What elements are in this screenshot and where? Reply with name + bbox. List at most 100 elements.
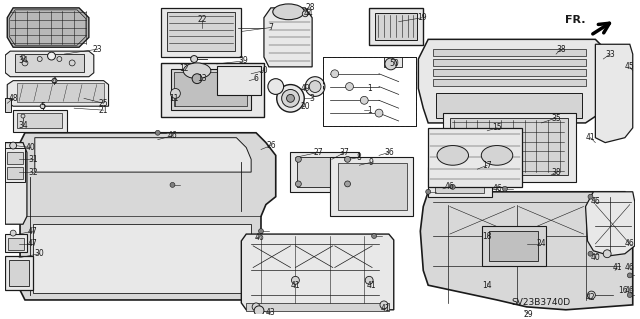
Text: 35: 35 <box>551 114 561 122</box>
Circle shape <box>588 194 593 199</box>
Polygon shape <box>20 133 276 300</box>
Text: 38: 38 <box>556 45 566 54</box>
Text: 8: 8 <box>357 153 362 162</box>
Circle shape <box>21 55 25 59</box>
Polygon shape <box>5 51 94 77</box>
Text: 45: 45 <box>625 63 635 71</box>
Circle shape <box>254 306 264 316</box>
Text: 25: 25 <box>99 99 108 108</box>
Bar <box>436 93 582 118</box>
Circle shape <box>331 70 339 78</box>
Text: 36: 36 <box>384 148 394 157</box>
Bar <box>17 113 62 128</box>
Polygon shape <box>7 8 89 47</box>
Polygon shape <box>420 192 633 310</box>
Polygon shape <box>7 81 109 106</box>
Polygon shape <box>241 234 394 310</box>
Text: 20: 20 <box>300 102 310 111</box>
Circle shape <box>305 77 325 96</box>
Circle shape <box>252 303 260 311</box>
Circle shape <box>40 104 45 109</box>
Bar <box>5 256 33 290</box>
Text: 1: 1 <box>367 84 372 93</box>
Text: 1: 1 <box>367 106 372 115</box>
Bar <box>161 8 241 57</box>
Circle shape <box>191 56 198 63</box>
Circle shape <box>309 81 321 93</box>
Text: 4: 4 <box>52 77 57 86</box>
Circle shape <box>57 56 62 62</box>
Text: 14: 14 <box>483 281 492 290</box>
Text: 15: 15 <box>492 123 502 132</box>
Bar <box>5 98 11 112</box>
Bar <box>166 12 236 51</box>
Text: 40: 40 <box>591 253 600 262</box>
Bar <box>7 167 23 179</box>
Circle shape <box>170 182 175 187</box>
Bar <box>330 157 413 216</box>
Text: 18: 18 <box>483 232 492 241</box>
Circle shape <box>365 276 373 284</box>
Circle shape <box>291 276 300 284</box>
Text: 40: 40 <box>26 143 36 152</box>
Bar <box>323 57 417 126</box>
Text: 32: 32 <box>28 167 38 177</box>
Bar <box>338 163 406 211</box>
Bar <box>489 231 538 261</box>
Circle shape <box>451 184 455 189</box>
Circle shape <box>604 250 611 258</box>
Bar <box>8 238 24 250</box>
Bar <box>175 72 247 106</box>
Circle shape <box>302 11 308 17</box>
Text: 44: 44 <box>303 9 313 18</box>
Circle shape <box>52 78 57 83</box>
Bar <box>433 59 586 66</box>
Circle shape <box>69 60 75 66</box>
Circle shape <box>282 90 300 107</box>
Bar <box>384 57 402 67</box>
Circle shape <box>588 251 593 256</box>
Text: 34: 34 <box>18 56 28 65</box>
Bar <box>369 8 423 45</box>
Text: 3: 3 <box>310 94 315 103</box>
Text: 6: 6 <box>253 74 259 83</box>
Bar <box>5 234 27 252</box>
Text: SV23B3740D: SV23B3740D <box>512 298 571 308</box>
Bar <box>217 66 261 95</box>
Text: 47: 47 <box>28 226 38 236</box>
Text: 22: 22 <box>197 15 207 24</box>
Bar <box>483 226 546 265</box>
Ellipse shape <box>437 145 468 165</box>
Bar <box>17 83 104 102</box>
Text: 30: 30 <box>35 249 45 258</box>
Circle shape <box>10 142 17 149</box>
Bar <box>375 13 417 40</box>
Bar <box>433 79 586 85</box>
Text: 10: 10 <box>258 66 268 75</box>
Text: 38: 38 <box>551 167 561 177</box>
Circle shape <box>10 230 16 236</box>
Circle shape <box>37 56 42 62</box>
Text: 46: 46 <box>625 286 635 295</box>
Bar <box>443 113 576 182</box>
Bar <box>7 152 23 164</box>
Bar <box>435 171 484 193</box>
Text: 9: 9 <box>369 158 374 167</box>
Bar <box>33 224 251 293</box>
Bar <box>15 54 84 72</box>
Bar <box>5 147 25 182</box>
Circle shape <box>296 181 301 187</box>
Circle shape <box>360 96 368 104</box>
Text: 46: 46 <box>625 239 635 249</box>
Text: 31: 31 <box>28 155 38 164</box>
Text: 27: 27 <box>313 148 323 157</box>
Circle shape <box>268 79 284 94</box>
Text: 42: 42 <box>586 293 595 301</box>
Text: 48: 48 <box>8 94 18 103</box>
Text: 23: 23 <box>93 45 102 54</box>
Text: 46: 46 <box>492 184 502 193</box>
Circle shape <box>156 130 160 135</box>
Text: 24: 24 <box>536 239 546 249</box>
Polygon shape <box>595 44 633 143</box>
Bar <box>433 69 586 76</box>
